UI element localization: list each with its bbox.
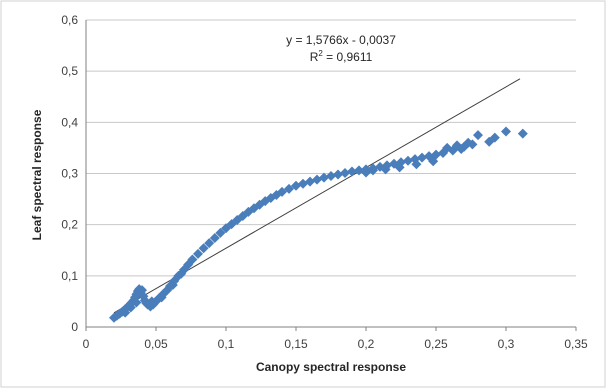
data-point <box>156 292 167 303</box>
data-point <box>284 183 294 194</box>
x-tick-label: 0,1 <box>218 337 235 351</box>
y-axis-title: Leaf spectral response <box>30 109 44 240</box>
trendline-equation: y = 1,5766x - 0,0037 <box>286 33 396 47</box>
tick-labels: 0 0,1 0,2 0,3 0,4 0,5 0,6 0 0,05 0,1 0,15 0,2 0,25 0,… <box>61 13 588 351</box>
y-tick-label: 0 <box>71 320 78 334</box>
data-point <box>501 126 511 137</box>
data-point <box>417 152 427 163</box>
data-point <box>131 297 142 308</box>
y-tick-label: 0,2 <box>61 218 78 232</box>
data-point <box>380 164 391 175</box>
data-point <box>209 232 220 243</box>
data-point <box>198 243 209 254</box>
x-tick-label: 0,35 <box>564 337 588 351</box>
data-points <box>109 126 528 323</box>
data-point <box>319 172 329 183</box>
data-point <box>403 155 413 166</box>
x-tick-label: 0,05 <box>144 337 168 351</box>
y-tick-label: 0,5 <box>61 64 78 78</box>
r-squared-superscript: 2 <box>318 49 323 58</box>
data-point <box>193 248 203 259</box>
data-point <box>368 165 378 176</box>
y-tick-label: 0,3 <box>61 167 78 181</box>
x-tick-label: 0,3 <box>498 337 515 351</box>
x-tick-label: 0,15 <box>284 337 308 351</box>
y-tick-label: 0,6 <box>61 13 78 27</box>
data-point <box>411 159 422 170</box>
x-tick-label: 0,25 <box>424 337 448 351</box>
y-tick-label: 0,1 <box>61 269 78 283</box>
data-point <box>167 280 178 291</box>
data-point <box>204 238 215 249</box>
data-point <box>394 162 405 173</box>
r-squared-label: R2 = 0,9611 <box>310 49 373 64</box>
x-axis-title: Canopy spectral response <box>256 360 406 374</box>
data-point <box>340 167 350 178</box>
x-tick-label: 0 <box>83 337 90 351</box>
y-tick-label: 0,4 <box>61 115 78 129</box>
data-point <box>347 166 357 177</box>
data-point <box>333 169 343 180</box>
data-point <box>176 268 187 279</box>
data-point <box>187 254 198 265</box>
r-squared-prefix: R <box>310 50 319 64</box>
data-point <box>146 296 157 307</box>
data-point <box>517 128 528 139</box>
data-point <box>467 139 478 150</box>
axes <box>85 20 577 331</box>
data-point <box>277 186 287 197</box>
data-point <box>326 171 336 182</box>
r-squared-value: = 0,9611 <box>323 50 373 64</box>
data-point <box>125 302 136 313</box>
data-point <box>473 130 483 141</box>
data-point <box>428 156 439 167</box>
x-tick-label: 0,2 <box>358 337 375 351</box>
data-point <box>215 227 226 238</box>
data-point <box>489 132 500 143</box>
data-point <box>120 307 131 318</box>
